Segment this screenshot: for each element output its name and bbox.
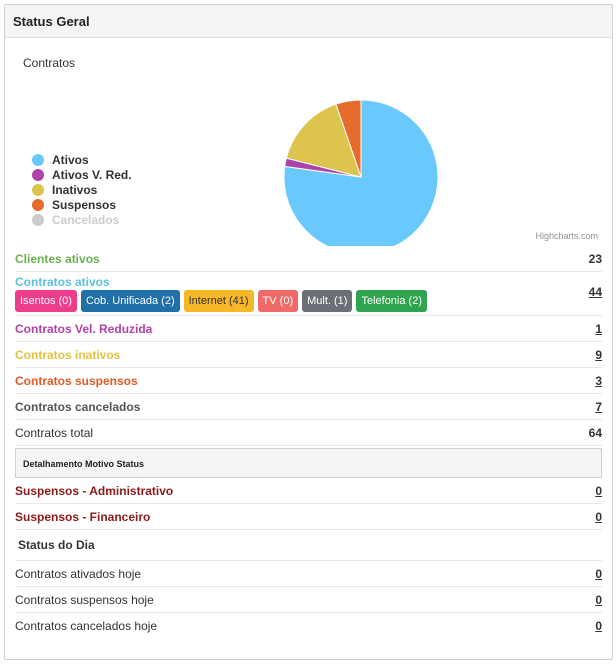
legend-dot-ativos-v-red: [32, 168, 44, 181]
legend-label-suspensos: Suspensos: [52, 197, 117, 212]
suspensos-hoje-label: Contratos suspensos hoje: [15, 592, 154, 607]
panel-title: Status Geral: [5, 5, 612, 38]
cancelados-hoje-link[interactable]: 0: [595, 619, 602, 633]
row-ativados-hoje: Contratos ativados hoje 0: [15, 561, 602, 587]
badge-telefonia[interactable]: Telefonia (2): [356, 290, 427, 312]
row-suspensos-admin: Suspensos - Administrativo 0: [15, 478, 602, 504]
ativados-hoje-link[interactable]: 0: [595, 566, 602, 581]
cancelados-link[interactable]: 7: [595, 399, 602, 414]
row-cancelados: Contratos cancelados 7: [15, 394, 602, 420]
inativos-link[interactable]: 9: [595, 347, 602, 362]
pie-slice-suspensos[interactable]: [335, 99, 362, 178]
legend-item-ativos-v-red[interactable]: Ativos V. Red.: [32, 167, 132, 182]
suspensos-hoje-link[interactable]: 0: [595, 592, 602, 607]
row-suspensos-financeiro: Suspensos - Financeiro 0: [15, 504, 602, 530]
legend-dot-cancelados: [32, 213, 44, 226]
legend-item-suspensos[interactable]: Suspensos: [32, 197, 132, 212]
row-clientes-ativos: Clientes ativos 23: [15, 246, 602, 272]
total-value: 64: [588, 425, 602, 440]
contratos-ativos-label: Contratos ativos: [15, 275, 110, 289]
chart-title: Contratos: [23, 56, 76, 70]
row-vel-reduzida: Contratos Vel. Reduzida 1: [15, 316, 602, 342]
legend-label-cancelados: Cancelados: [52, 212, 120, 227]
pie-slice-inativos[interactable]: [285, 103, 362, 178]
total-label: Contratos total: [15, 425, 94, 440]
pie-chart: [283, 99, 439, 246]
legend-label-inativos: Inativos: [52, 182, 98, 197]
row-contratos-ativos: Contratos ativos Isentos (0) Cob. Unific…: [15, 272, 602, 316]
contratos-badges: Isentos (0) Cob. Unificada (2) Internet …: [15, 290, 427, 312]
legend-item-inativos[interactable]: Inativos: [32, 182, 132, 197]
vel-reduzida-link[interactable]: 1: [595, 321, 602, 336]
cancelados-hoje-label: Contratos cancelados hoje: [15, 619, 158, 633]
contratos-ativos-link[interactable]: 44: [588, 285, 602, 299]
suspensos-financeiro-link[interactable]: 0: [595, 509, 602, 524]
legend-label-ativos-v-red: Ativos V. Red.: [52, 167, 132, 182]
legend-item-ativos[interactable]: Ativos: [32, 152, 132, 167]
row-inativos: Contratos inativos 9: [15, 342, 602, 368]
suspensos-admin-label: Suspensos - Administrativo: [15, 483, 174, 498]
suspensos-admin-link[interactable]: 0: [595, 483, 602, 498]
legend-label-ativos: Ativos: [52, 152, 89, 167]
row-cancelados-hoje: Contratos cancelados hoje 0: [15, 613, 602, 639]
suspensos-link[interactable]: 3: [595, 373, 602, 388]
clientes-ativos-value: 23: [588, 251, 602, 266]
detalhamento-heading: Detalhamento Motivo Status: [15, 448, 602, 478]
status-rows: Clientes ativos 23 Contratos ativos Isen…: [5, 246, 612, 639]
status-do-dia-title: Status do Dia: [15, 530, 602, 561]
legend-item-cancelados[interactable]: Cancelados: [32, 212, 132, 227]
badge-internet[interactable]: Internet (41): [183, 290, 254, 312]
row-suspensos-hoje: Contratos suspensos hoje 0: [15, 587, 602, 613]
chart-legend: Ativos Ativos V. Red. Inativos Suspensos…: [32, 152, 132, 227]
row-total: Contratos total 64: [15, 420, 602, 446]
legend-dot-inativos: [32, 183, 44, 196]
legend-dot-suspensos: [32, 198, 44, 211]
clientes-ativos-label: Clientes ativos: [15, 251, 100, 266]
legend-dot-ativos: [32, 153, 44, 166]
ativados-hoje-label: Contratos ativados hoje: [15, 566, 142, 581]
vel-reduzida-label: Contratos Vel. Reduzida: [15, 321, 153, 336]
badge-mult[interactable]: Mult. (1): [302, 290, 353, 312]
inativos-label: Contratos inativos: [15, 347, 121, 362]
row-suspensos: Contratos suspensos 3: [15, 368, 602, 394]
cancelados-label: Contratos cancelados: [15, 399, 141, 414]
suspensos-label: Contratos suspensos: [15, 373, 138, 388]
contratos-chart: Contratos Ativos Ativos V. Red. Inativos…: [5, 38, 612, 246]
badge-tv[interactable]: TV (0): [257, 290, 299, 312]
suspensos-financeiro-label: Suspensos - Financeiro: [15, 509, 151, 524]
status-geral-panel: Status Geral Contratos Ativos Ativos V. …: [4, 4, 613, 660]
highcharts-credits[interactable]: Highcharts.com: [535, 231, 598, 241]
badge-cob-unificada[interactable]: Cob. Unificada (2): [80, 290, 180, 312]
badge-isentos[interactable]: Isentos (0): [15, 290, 77, 312]
